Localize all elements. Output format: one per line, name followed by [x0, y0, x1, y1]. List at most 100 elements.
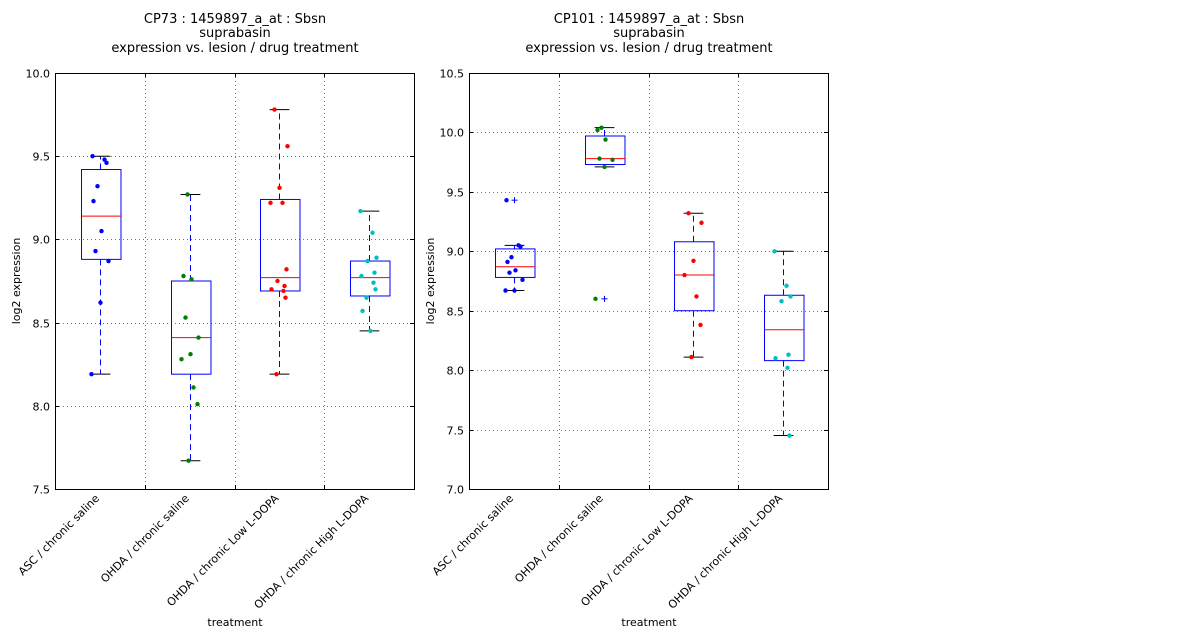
data-point [95, 183, 100, 189]
data-point [593, 296, 598, 302]
x-tick-label: OHDA / chronic saline [512, 492, 606, 586]
y-tick-label: 9.5 [447, 187, 465, 200]
data-point [779, 299, 784, 304]
data-point [373, 287, 378, 292]
grid-lines [55, 73, 414, 489]
y-tick-label: 10.0 [440, 127, 465, 140]
tick-layer: 7.5 8.0 8.5 9.0 9.5 10.0 ASC / chronic salineO… [16, 68, 414, 612]
y-tick-label: 7.5 [447, 425, 465, 438]
y-tick-label: 10.0 [26, 68, 51, 81]
data-point [505, 259, 510, 265]
data-point [698, 322, 703, 328]
chart-title-line-3: expression vs. lesion / drug treatment [525, 41, 772, 56]
data-point [785, 365, 790, 370]
y-tick-label: 8.0 [33, 401, 51, 414]
data-point [599, 125, 604, 130]
data-point [788, 294, 793, 299]
chart-cp73: CP73 : 1459897_a_at : Sbsn suprabasin ex… [10, 12, 415, 629]
chart-title-line-3: expression vs. lesion / drug treatment [111, 41, 358, 56]
data-point [784, 283, 789, 288]
chart-cp101: CP101 : 1459897_a_at : Sbsn suprabasin e… [424, 12, 829, 629]
y-tick-label: 9.0 [33, 234, 51, 247]
iqr-box [585, 135, 626, 166]
iqr-box [495, 248, 536, 278]
y-tick-label: 8.5 [447, 306, 465, 319]
x-axis-label: treatment [207, 616, 263, 629]
data-point [274, 371, 279, 377]
data-point [191, 385, 196, 390]
data-point [272, 107, 277, 112]
chart-title-line-1: CP101 : 1459897_a_at : Sbsn [554, 12, 744, 27]
y-tick-label: 7.0 [447, 484, 465, 497]
data-point [281, 288, 286, 294]
data-point [503, 288, 508, 293]
data-point [188, 352, 193, 357]
data-point [269, 287, 274, 292]
data-point [603, 137, 608, 142]
data-point [509, 255, 514, 260]
data-point [595, 127, 600, 133]
iqr-box [674, 241, 715, 312]
data-point [772, 249, 777, 254]
iqr-box [260, 198, 301, 292]
y-tick-label: 9.0 [447, 246, 465, 259]
y-tick-label: 10.5 [440, 68, 465, 81]
data-point [183, 315, 188, 320]
x-tick-label: OHDA / chronic saline [98, 492, 192, 586]
y-tick-label: 9.5 [33, 151, 51, 164]
chart-title-line-1: CP73 : 1459897_a_at : Sbsn [144, 12, 326, 27]
data-point [104, 160, 109, 166]
y-tick-label: 8.5 [33, 318, 51, 331]
data-point [99, 228, 104, 234]
data-point [282, 283, 287, 289]
data-point [179, 357, 184, 362]
data-point [181, 273, 186, 279]
data-point [284, 267, 289, 272]
data-point [694, 294, 699, 299]
grid-lines [469, 73, 828, 489]
data-point [689, 354, 694, 360]
y-tick-label: 8.0 [447, 365, 465, 378]
data-point [518, 244, 523, 249]
data-point [786, 352, 791, 357]
data-point [280, 200, 285, 205]
iqr-box [764, 294, 805, 362]
tick-layer: 7.0 7.5 8.0 8.5 9.0 9.5 10.0 10.5 ASC / chronic … [430, 68, 828, 612]
y-axis-label: log2 expression [424, 238, 437, 325]
data-point [360, 308, 365, 314]
data-point [359, 273, 364, 279]
data-point [277, 185, 282, 191]
data-point [513, 268, 518, 273]
data-point [283, 295, 288, 300]
iqr-box [171, 280, 212, 375]
x-tick-label: ASC / chronic saline [430, 492, 516, 578]
data-point [610, 157, 615, 162]
iqr-box [81, 169, 122, 260]
iqr-box [350, 260, 391, 297]
data-point [196, 335, 201, 340]
data-point [504, 197, 509, 203]
chart-title-line-2: suprabasin [613, 26, 684, 41]
box-layer [495, 127, 805, 437]
data-point [90, 154, 95, 159]
data-point [106, 258, 111, 264]
data-point [195, 401, 200, 407]
point-layer [503, 125, 793, 438]
data-point [507, 270, 512, 275]
chart-title-line-2: suprabasin [199, 26, 270, 41]
data-point [773, 356, 778, 361]
data-point [691, 258, 696, 263]
data-point [374, 255, 379, 260]
data-point [98, 300, 103, 305]
data-point [268, 200, 273, 205]
x-axis-label: treatment [621, 616, 677, 629]
data-point [285, 144, 290, 149]
data-point [602, 164, 607, 170]
point-layer [89, 107, 379, 463]
data-point [520, 277, 525, 283]
data-point [682, 272, 687, 278]
x-tick-label: ASC / chronic saline [16, 492, 102, 578]
data-point [372, 270, 377, 275]
data-point [370, 230, 375, 235]
